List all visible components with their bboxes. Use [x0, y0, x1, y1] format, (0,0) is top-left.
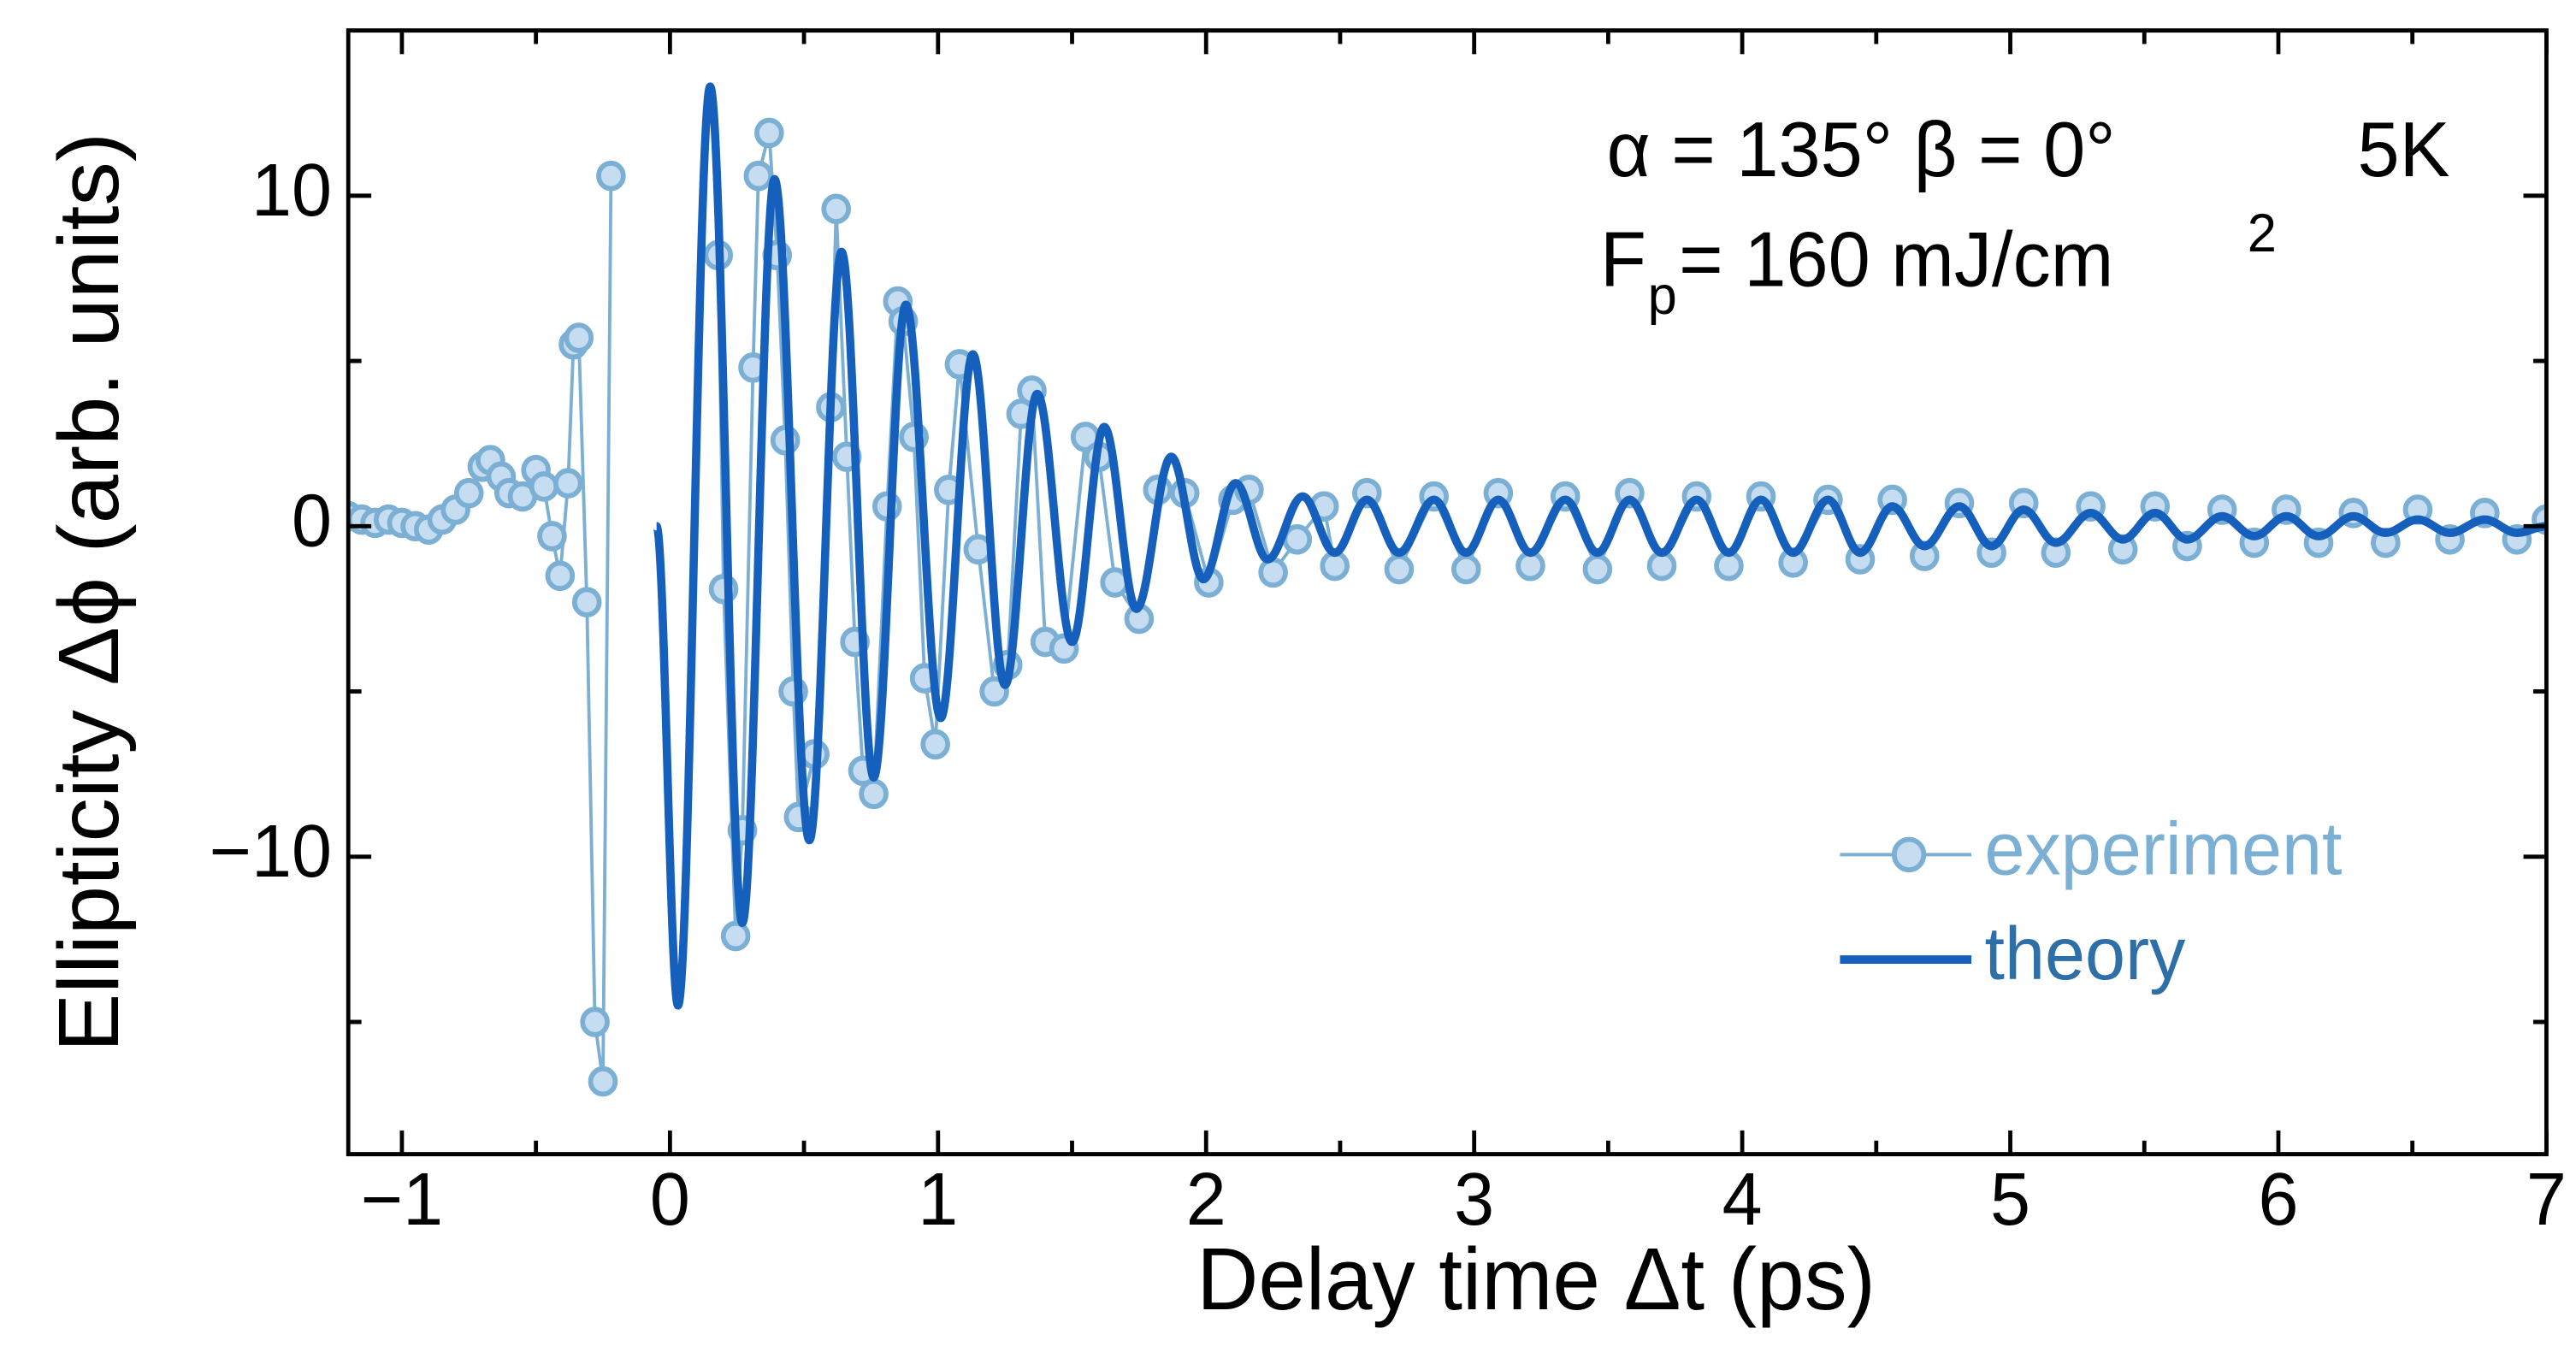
annotation: F: [1600, 217, 1646, 304]
data-point: [821, 193, 851, 225]
data-point: [1258, 557, 1288, 588]
data-point: [743, 160, 774, 192]
data-point: [1515, 550, 1545, 582]
y-tick-label: 0: [292, 479, 332, 562]
annotation: 2: [2248, 204, 2277, 263]
data-point: [453, 477, 484, 509]
data-point: [1450, 553, 1481, 585]
legend-label: theory: [1984, 912, 2185, 995]
x-tick-label: 3: [1454, 1158, 1494, 1241]
x-tick-label: 5: [1990, 1158, 2030, 1241]
data-point: [588, 1066, 618, 1097]
x-axis-label: Delay time Δt (ps): [1196, 1231, 1876, 1329]
x-tick-label: 6: [2258, 1158, 2298, 1241]
data-point: [1320, 550, 1350, 582]
data-point: [545, 560, 576, 592]
x-tick-label: 2: [1186, 1158, 1226, 1241]
annotation: = 160 mJ/cm: [1679, 217, 2113, 304]
data-point: [596, 160, 626, 192]
x-tick-label: 0: [650, 1158, 690, 1241]
axes-frame: [346, 28, 2549, 1157]
x-tick-label: 1: [918, 1158, 958, 1241]
legend-label: experiment: [1984, 807, 2342, 890]
data-point: [580, 1007, 610, 1037]
data-point: [1646, 550, 1677, 582]
data-point: [552, 468, 583, 499]
experiment-line: [348, 132, 2547, 1082]
y-axis-label: Ellipticity Δϕ (arb. units): [41, 133, 136, 1052]
legend-marker: [1891, 836, 1927, 873]
data-point: [571, 587, 602, 618]
x-tick-label: −1: [361, 1158, 443, 1241]
y-tick-label: 10: [251, 149, 332, 232]
theory-line: [652, 82, 2547, 1010]
x-tick-label: 4: [1722, 1158, 1763, 1241]
plot-area: [348, 82, 2547, 1097]
annotation: α = 135° β = 0°: [1607, 107, 2116, 193]
data-point: [537, 521, 567, 552]
x-tick-label: 7: [2526, 1158, 2567, 1241]
data-point: [920, 729, 950, 760]
data-point: [1714, 550, 1744, 582]
data-point: [1384, 553, 1415, 585]
data-point: [529, 471, 559, 502]
y-tick-label: −10: [210, 810, 332, 893]
data-point: [754, 117, 784, 149]
data-point: [720, 920, 751, 952]
annotation: 5K: [2358, 107, 2450, 193]
annotation: p: [1648, 266, 1677, 326]
data-point: [564, 322, 594, 353]
data-point: [859, 778, 889, 810]
data-point: [1282, 523, 1313, 555]
data-point: [1582, 553, 1613, 585]
